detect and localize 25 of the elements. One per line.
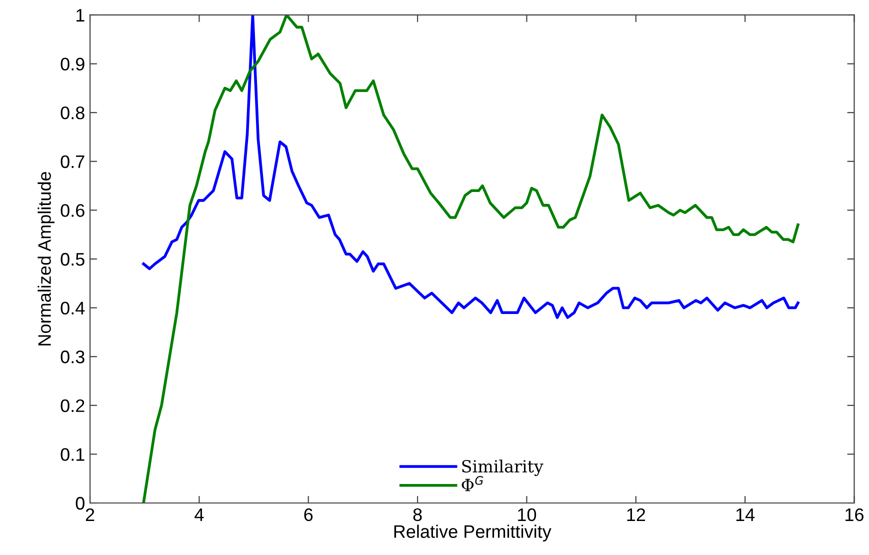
y-tick-label: 0.5	[60, 252, 84, 266]
y-tick-label: 1	[76, 9, 84, 22]
y-tick-label: 0.4	[60, 302, 85, 315]
y-tick-label: 0	[76, 496, 84, 510]
legend-label: Similarity	[462, 460, 544, 476]
line-series	[142, 14, 800, 319]
y-tick-label: 0.2	[60, 399, 84, 412]
y-tick-label: 0.3	[60, 350, 84, 364]
x-tick-label: 14	[736, 508, 755, 521]
x-tick-label: 8	[413, 508, 422, 522]
x-tick-label: 2	[86, 508, 94, 521]
y-tick-label: 0.8	[60, 106, 84, 120]
y-tick-label: 0.1	[60, 448, 84, 461]
x-tick-label: 6	[304, 508, 313, 522]
x-tick-label: 16	[846, 508, 864, 522]
line-series	[142, 14, 800, 503]
y-tick-label: 0.9	[60, 58, 84, 71]
x-tick-label: 4	[194, 508, 204, 521]
x-tick-label: 12	[627, 508, 646, 521]
x-tick-label: 10	[518, 508, 536, 522]
x-axis-title: Relative Permittivity	[394, 524, 552, 542]
legend-label: Φ$^{G}$	[462, 476, 484, 492]
y-axis-title: Normalized Amplitude	[38, 172, 55, 346]
y-tick-label: 0.6	[60, 204, 84, 217]
y-tick-label: 0.7	[60, 155, 84, 168]
